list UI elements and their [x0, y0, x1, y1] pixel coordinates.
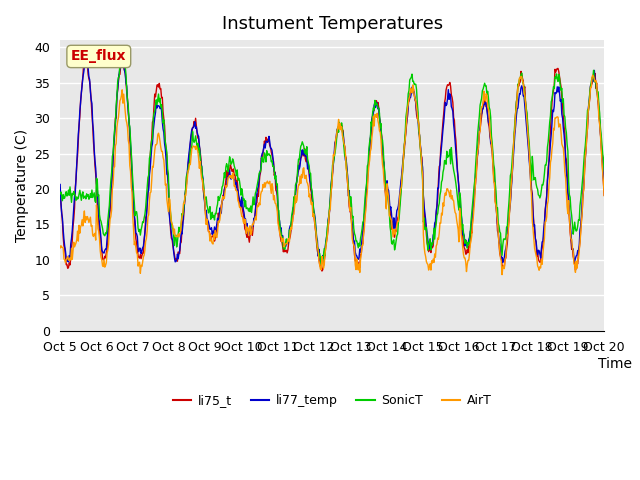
- X-axis label: Time: Time: [598, 357, 632, 371]
- Legend: li75_t, li77_temp, SonicT, AirT: li75_t, li77_temp, SonicT, AirT: [168, 389, 497, 412]
- Y-axis label: Temperature (C): Temperature (C): [15, 129, 29, 242]
- Text: EE_flux: EE_flux: [71, 49, 127, 63]
- Title: Instument Temperatures: Instument Temperatures: [221, 15, 443, 33]
